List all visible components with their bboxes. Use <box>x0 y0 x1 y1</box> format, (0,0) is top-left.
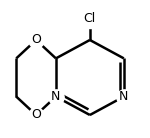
Text: N: N <box>119 90 129 103</box>
Text: Cl: Cl <box>84 12 96 25</box>
Text: O: O <box>31 108 41 121</box>
Text: N: N <box>51 90 61 103</box>
Text: O: O <box>31 34 41 47</box>
